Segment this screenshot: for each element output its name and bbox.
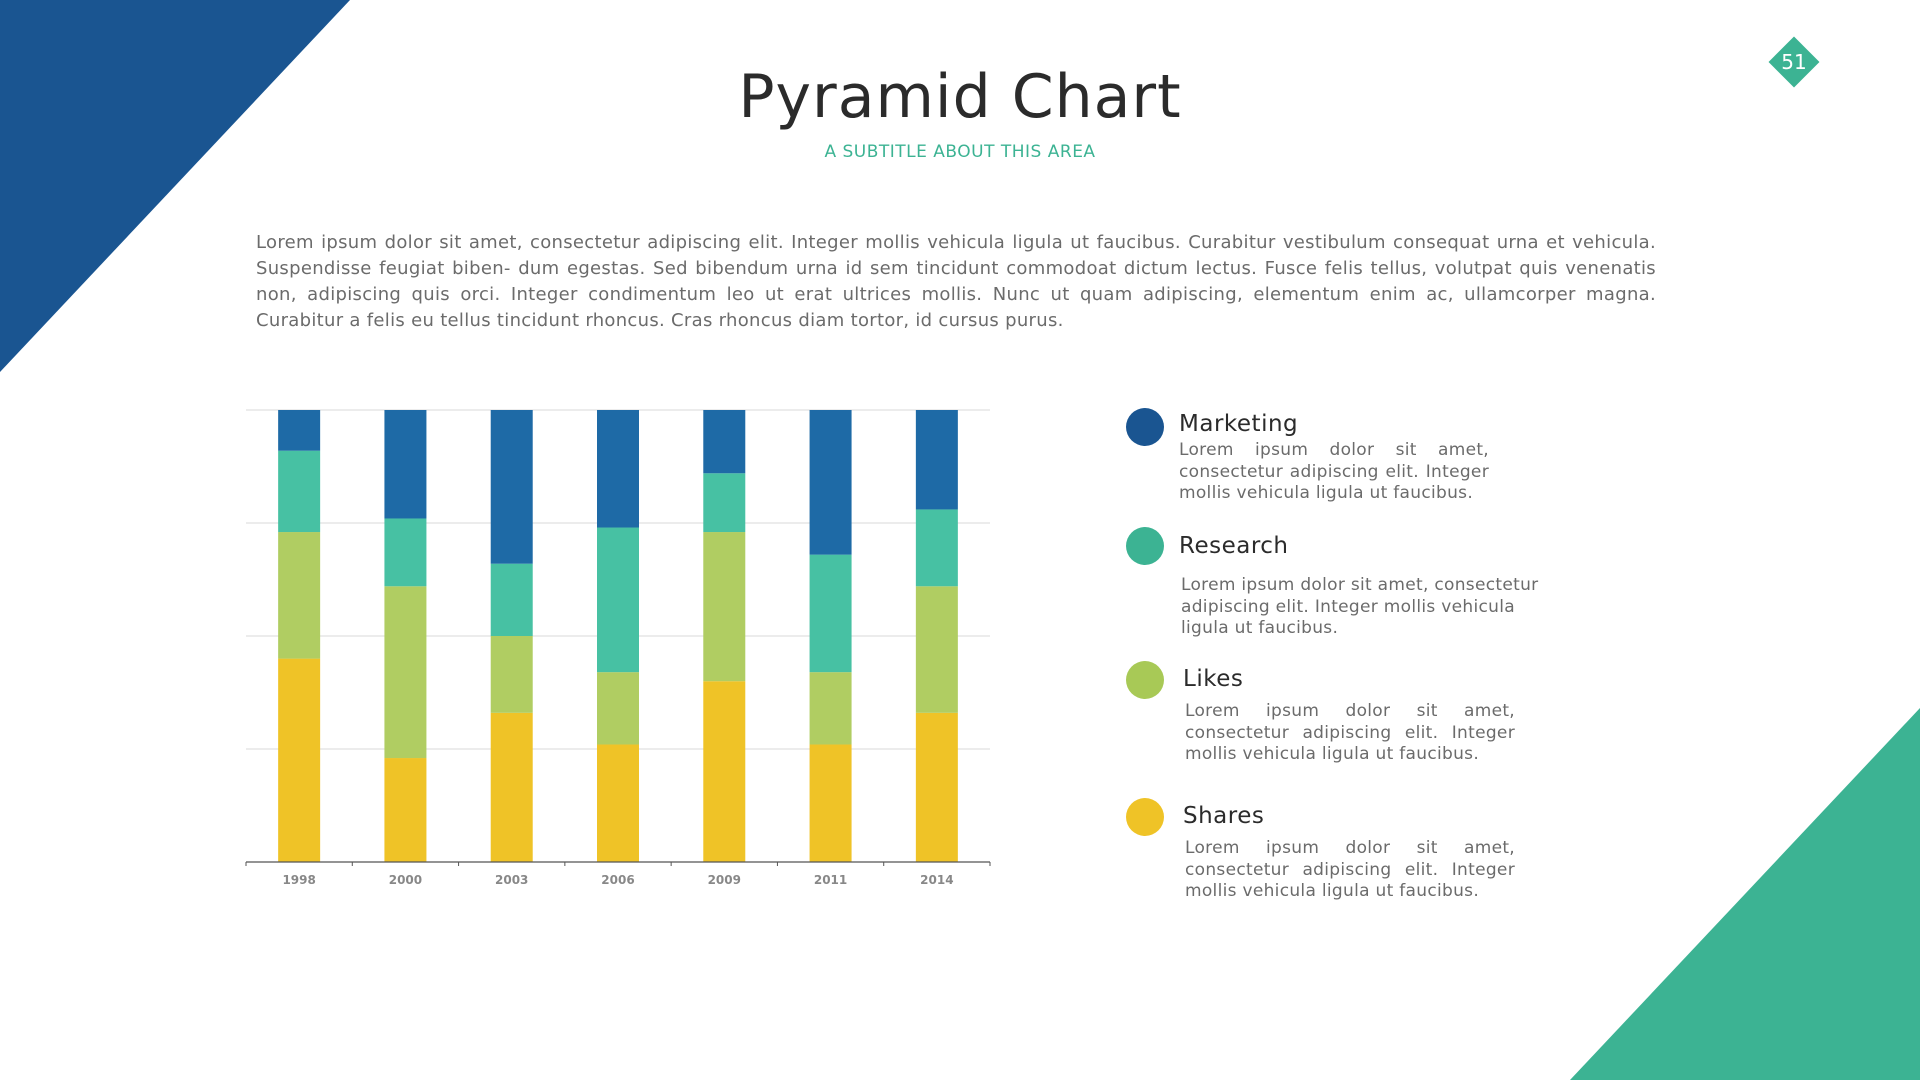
bar-segment-likes xyxy=(278,532,321,659)
bar-segment-marketing xyxy=(490,410,533,564)
legend-description: Lorem ipsum dolor sit amet, consectetur … xyxy=(1181,575,1539,638)
x-tick-label: 2003 xyxy=(495,873,528,887)
page-title: Pyramid Chart xyxy=(738,62,1182,132)
corner-decoration-top-left xyxy=(0,0,350,372)
legend-item-shares: Shares Lorem ipsum dolor sit amet, conse… xyxy=(1126,798,1546,908)
legend-item-research: Research Lorem ipsum dolor sit amet, con… xyxy=(1126,527,1566,647)
page-number: 51 xyxy=(1781,50,1807,74)
bar-segment-likes xyxy=(915,586,958,713)
corner-decoration-bottom-right xyxy=(1570,708,1920,1080)
bar-segment-likes xyxy=(703,532,746,682)
x-tick-label: 2014 xyxy=(920,873,953,887)
marketing-dot-icon xyxy=(1126,408,1164,446)
bar-segment-shares xyxy=(703,681,746,862)
bar-segment-research xyxy=(809,554,852,673)
bar-segment-research xyxy=(915,509,958,587)
bar-segment-likes xyxy=(809,672,852,745)
bar-segment-likes xyxy=(490,636,533,713)
x-tick-label: 1998 xyxy=(282,873,315,887)
x-tick-label: 2009 xyxy=(708,873,741,887)
bar-segment-research xyxy=(490,563,533,636)
x-tick-label: 2006 xyxy=(601,873,634,887)
bar-segment-research xyxy=(384,518,427,587)
legend-description: Lorem ipsum dolor sit amet, consectetur … xyxy=(1179,440,1489,503)
bar-segment-research xyxy=(597,527,639,673)
bar-segment-research xyxy=(703,473,746,533)
x-tick-label: 2000 xyxy=(389,873,422,887)
page-number-badge: 51 xyxy=(1768,36,1820,88)
legend-label: Research xyxy=(1179,533,1289,559)
bar-segment-shares xyxy=(490,712,533,862)
bar-segment-marketing xyxy=(809,410,852,555)
legend-item-marketing: Marketing Lorem ipsum dolor sit amet, co… xyxy=(1126,408,1526,528)
page-subtitle: A SUBTITLE ABOUT THIS AREA xyxy=(824,142,1096,162)
bar-segment-marketing xyxy=(703,410,746,474)
research-dot-icon xyxy=(1126,527,1164,565)
bar-segment-likes xyxy=(384,586,427,759)
bar-segment-marketing xyxy=(278,410,321,451)
bar-segment-marketing xyxy=(915,410,958,510)
likes-dot-icon xyxy=(1126,661,1164,699)
bar-segment-shares xyxy=(597,744,639,862)
bar-segment-shares xyxy=(915,712,958,862)
bar-segment-marketing xyxy=(384,410,427,519)
legend-description: Lorem ipsum dolor sit amet, consectetur … xyxy=(1185,701,1515,764)
intro-paragraph: Lorem ipsum dolor sit amet, consectetur … xyxy=(256,232,1656,331)
bar-segment-shares xyxy=(384,758,427,862)
legend-label: Likes xyxy=(1183,666,1244,692)
legend-item-likes: Likes Lorem ipsum dolor sit amet, consec… xyxy=(1126,661,1546,771)
bar-segment-likes xyxy=(597,672,639,745)
bar-segment-shares xyxy=(278,658,321,862)
bar-segment-research xyxy=(278,450,321,533)
x-tick-label: 2011 xyxy=(814,873,847,887)
bar-segment-shares xyxy=(809,744,852,862)
shares-dot-icon xyxy=(1126,798,1164,836)
stacked-bar-chart: 1998 2000 2003 2006 2009 2011 2014 xyxy=(245,409,991,887)
legend-label: Shares xyxy=(1183,803,1265,829)
legend-description: Lorem ipsum dolor sit amet, consectetur … xyxy=(1185,838,1515,901)
legend-label: Marketing xyxy=(1179,411,1299,437)
bar-segment-marketing xyxy=(597,410,639,528)
